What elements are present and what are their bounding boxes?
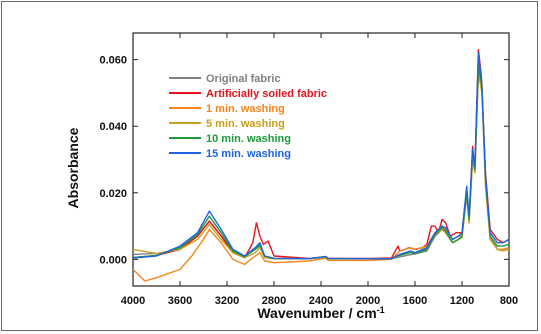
x-tick-label: 1600 <box>403 295 427 307</box>
x-tick-label: 2000 <box>356 295 380 307</box>
legend-label: Original fabric <box>206 73 281 85</box>
series-line-4 <box>132 72 510 260</box>
x-tick-label: 4000 <box>121 295 145 307</box>
y-tick-label: 0.060 <box>99 55 127 67</box>
y-tick-label: 0.000 <box>99 254 127 266</box>
x-tick-label: 2400 <box>309 295 333 307</box>
x-axis-title: Wavenumber / cm-1 <box>257 305 384 321</box>
legend-label: 5 min. washing <box>206 118 285 130</box>
legend-label: 15 min. washing <box>206 148 291 160</box>
x-tick-label: 1200 <box>450 295 474 307</box>
y-axis-title: Absorbance <box>65 127 81 208</box>
x-axis-title-text: Wavenumber / cm <box>257 305 376 321</box>
y-tick-label: 0.020 <box>99 188 127 200</box>
x-tick-label: 2800 <box>262 295 286 307</box>
y-tick-label: 0.040 <box>99 121 127 133</box>
plot-area-frame <box>132 32 510 287</box>
x-tick-label: 3600 <box>168 295 192 307</box>
legend-label: 1 min. washing <box>206 103 285 115</box>
x-tick-label: 800 <box>500 295 518 307</box>
series-line-6 <box>132 52 510 260</box>
legend-label: 10 min. washing <box>206 133 291 145</box>
legend-label: Artificially soiled fabric <box>206 88 327 100</box>
x-tick-label: 3200 <box>215 295 239 307</box>
series-line-3 <box>132 68 510 282</box>
x-axis-title-superscript: -1 <box>377 305 385 315</box>
